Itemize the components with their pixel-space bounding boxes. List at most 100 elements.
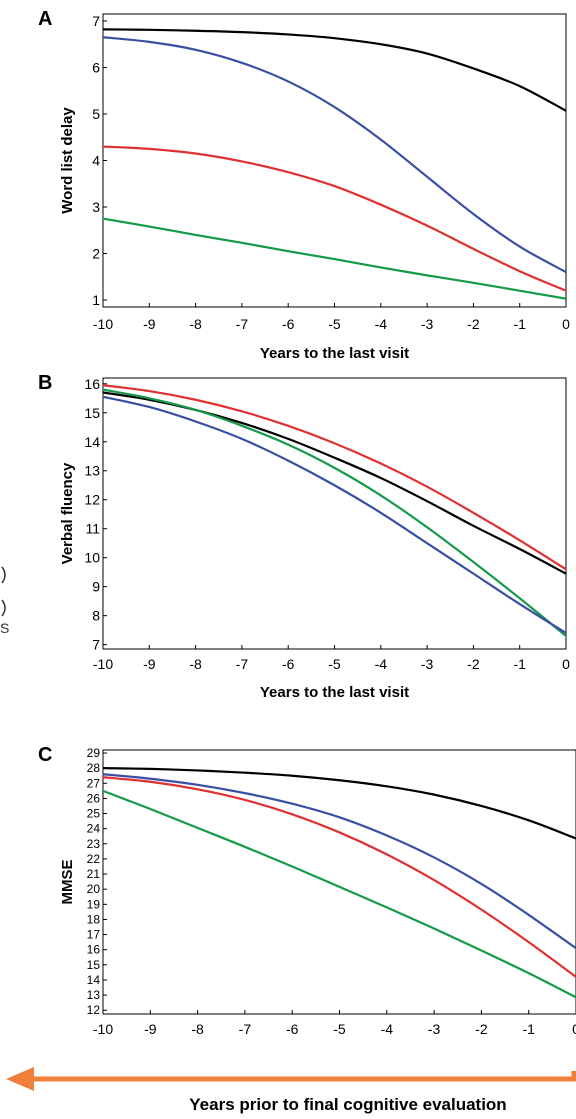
y-tick-label: 5 (92, 106, 100, 122)
series-line-2 (103, 388, 566, 638)
x-tick-label: 0 (562, 316, 570, 332)
y-tick-label: 7 (92, 637, 100, 653)
y-tick-label: 14 (87, 973, 101, 987)
series-line-2 (103, 776, 576, 979)
y-tick-label: 7 (92, 13, 100, 29)
y-tick-label: 21 (87, 867, 101, 881)
x-tick-label: -7 (236, 316, 249, 332)
x-tick-label: -10 (93, 316, 113, 332)
y-tick-label: 29 (87, 746, 101, 760)
series-line-1 (103, 773, 576, 950)
y-tick-label: 13 (84, 463, 100, 479)
x-tick-label: -6 (282, 316, 295, 332)
x-tick-label: -4 (381, 1021, 394, 1037)
panel-letter: A (38, 8, 52, 30)
y-tick-label: 10 (84, 550, 100, 566)
x-axis-title: Years to the last visit (260, 345, 409, 362)
y-axis-title: Word list delay (59, 107, 76, 214)
x-tick-label: -4 (375, 656, 388, 672)
x-axis-title: Years to the last visit (260, 684, 409, 701)
panel-letter: B (38, 372, 52, 394)
x-tick-label: -1 (522, 1021, 535, 1037)
x-tick-label: -6 (286, 1021, 299, 1037)
stray-glyph-mark (1, 599, 6, 617)
y-tick-label: 17 (87, 928, 101, 942)
x-tick-label: -9 (144, 1021, 157, 1037)
series-line-0 (103, 767, 576, 840)
x-tick-label: 0 (562, 656, 570, 672)
series-line-3 (103, 395, 566, 635)
x-tick-label: -8 (189, 656, 202, 672)
x-tick-label: -8 (189, 316, 202, 332)
series-line-1 (103, 36, 566, 274)
y-tick-label: 16 (87, 943, 101, 957)
y-tick-label: 15 (84, 405, 100, 421)
y-tick-label: 18 (87, 912, 101, 926)
x-tick-label: -5 (333, 1021, 346, 1037)
y-tick-label: 28 (87, 761, 101, 775)
y-tick-label: 12 (87, 1003, 101, 1017)
y-tick-label: 1 (92, 292, 100, 308)
x-tick-label: -2 (475, 1021, 488, 1037)
x-tick-label: -9 (143, 316, 156, 332)
x-tick-label: -5 (328, 656, 341, 672)
x-tick-label: -7 (239, 1021, 252, 1037)
stray-glyph-mark (1, 566, 6, 584)
x-tick-label: -10 (93, 656, 113, 672)
y-tick-label: 6 (92, 59, 100, 75)
y-tick-label: 23 (87, 837, 101, 851)
x-tick-label: -3 (421, 656, 434, 672)
series-line-0 (103, 384, 566, 571)
arrow-shaft (30, 1071, 576, 1082)
y-tick-label: 12 (84, 492, 100, 508)
x-tick-label: -1 (513, 316, 526, 332)
y-tick-label: 20 (87, 882, 101, 896)
x-tick-label: -2 (467, 316, 480, 332)
y-tick-label: 26 (87, 791, 101, 805)
y-tick-label: 27 (87, 776, 101, 790)
y-tick-label: 13 (87, 988, 101, 1002)
x-tick-label: -3 (428, 1021, 441, 1037)
plot-frame (102, 749, 576, 1015)
y-tick-label: 16 (84, 376, 100, 392)
y-tick-label: 2 (92, 246, 100, 262)
y-tick-label: 15 (87, 958, 101, 972)
plot-frame (102, 377, 567, 650)
y-axis-title: MMSE (59, 860, 76, 905)
bottom-caption: Years prior to final cognitive evaluatio… (189, 1095, 506, 1114)
x-tick-label: -6 (282, 656, 295, 672)
y-tick-label: 24 (87, 822, 101, 836)
plot-frame (102, 13, 567, 308)
series-line-3 (103, 217, 566, 300)
x-tick-label: -1 (513, 656, 526, 672)
y-axis-title: Verbal fluency (59, 462, 76, 564)
y-tick-label: 14 (84, 434, 100, 450)
series-line-0 (103, 28, 566, 112)
panel-letter: C (38, 744, 52, 766)
stray-glyph-s: S (0, 620, 9, 636)
y-tick-label: 3 (92, 199, 100, 215)
y-tick-label: 8 (92, 608, 100, 624)
x-tick-label: -2 (467, 656, 480, 672)
x-tick-label: -8 (191, 1021, 204, 1037)
x-tick-label: -10 (93, 1021, 113, 1037)
y-tick-label: 19 (87, 897, 101, 911)
bottom-arrow (6, 1067, 576, 1091)
stray-left-text: S (0, 566, 9, 636)
series-line-1 (103, 391, 566, 575)
y-tick-label: 22 (87, 852, 101, 866)
y-tick-label: 25 (87, 807, 101, 821)
y-tick-label: 11 (85, 521, 100, 537)
x-tick-label: -3 (421, 316, 434, 332)
x-tick-label: -4 (375, 316, 388, 332)
series-line-2 (103, 145, 566, 292)
series-line-3 (103, 789, 576, 999)
x-tick-label: -5 (328, 316, 341, 332)
x-tick-label: 0 (572, 1021, 576, 1037)
x-tick-label: -9 (143, 656, 156, 672)
panel-c: C121314151617181920212223242526272829-10… (38, 744, 576, 1037)
y-tick-label: 9 (92, 579, 100, 595)
